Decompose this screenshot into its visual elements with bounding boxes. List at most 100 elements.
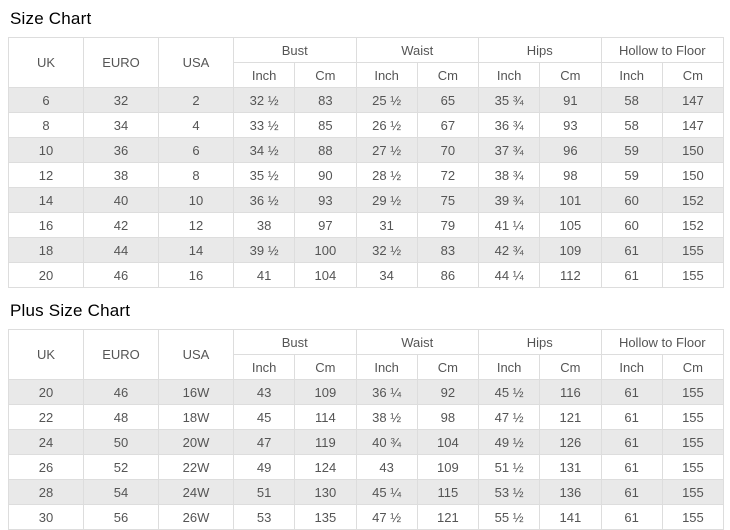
cell: 83: [416, 237, 480, 263]
cell: 96: [539, 137, 602, 163]
cell: 79: [416, 212, 480, 238]
cell: 60: [600, 212, 663, 238]
cell: 58: [600, 87, 663, 113]
cell: 24W: [158, 479, 234, 505]
cell: 10: [158, 187, 234, 213]
cell: 14: [8, 187, 84, 213]
cell: 61: [600, 379, 663, 405]
header-bust-inch: Inch: [232, 354, 296, 380]
cell: 124: [294, 454, 357, 480]
cell: 72: [416, 162, 480, 188]
cell: 46: [83, 379, 159, 405]
table-row: 26 52 22W 49 124 43 109 51 ½ 131 61 155: [8, 454, 725, 480]
cell: 59: [600, 162, 663, 188]
cell: 61: [600, 237, 663, 263]
cell: 39 ¾: [478, 187, 541, 213]
cell: 51 ½: [478, 454, 541, 480]
cell: 155: [661, 504, 725, 530]
cell: 16: [8, 212, 84, 238]
cell: 61: [600, 504, 663, 530]
cell: 18W: [158, 404, 234, 430]
header-bust-cm: Cm: [294, 354, 357, 380]
cell: 40: [83, 187, 159, 213]
table-row: 22 48 18W 45 114 38 ½ 98 47 ½ 121 61 155: [8, 404, 725, 430]
cell: 38: [232, 212, 296, 238]
cell: 121: [539, 404, 602, 430]
cell: 53: [232, 504, 296, 530]
cell: 34: [83, 112, 159, 138]
cell: 36: [83, 137, 159, 163]
cell: 54: [83, 479, 159, 505]
cell: 90: [294, 162, 357, 188]
cell: 35 ¾: [478, 87, 541, 113]
cell: 114: [294, 404, 357, 430]
cell: 26W: [158, 504, 234, 530]
cell: 31: [355, 212, 418, 238]
cell: 22W: [158, 454, 234, 480]
table-row: 28 54 24W 51 130 45 ¼ 115 53 ½ 136 61 155: [8, 479, 725, 505]
cell: 85: [294, 112, 357, 138]
header-usa: USA: [158, 329, 234, 380]
cell: 61: [600, 454, 663, 480]
cell: 43: [355, 454, 418, 480]
cell: 26: [8, 454, 84, 480]
cell: 98: [416, 404, 480, 430]
header-row-units: Inch Cm Inch Cm Inch Cm Inch Cm: [9, 62, 725, 88]
header-hips-cm: Cm: [539, 62, 602, 88]
cell: 150: [661, 137, 725, 163]
cell: 44: [83, 237, 159, 263]
header-waist-inch: Inch: [355, 354, 418, 380]
cell: 58: [600, 112, 663, 138]
header-euro: EURO: [83, 37, 159, 88]
cell: 60: [600, 187, 663, 213]
cell: 116: [539, 379, 602, 405]
cell: 55 ½: [478, 504, 541, 530]
header-bust-cm: Cm: [294, 62, 357, 88]
table-row: 16 42 12 38 97 31 79 41 ¼ 105 60 152: [8, 212, 725, 238]
cell: 49 ½: [478, 429, 541, 455]
cell: 70: [416, 137, 480, 163]
header-hips: Hips: [478, 329, 602, 355]
cell: 65: [416, 87, 480, 113]
cell: 61: [600, 262, 663, 288]
cell: 104: [294, 262, 357, 288]
plus-size-chart-body: 20 46 16W 43 109 36 ¼ 92 45 ½ 116 61 155 22 48 18W 45 1…: [8, 379, 725, 530]
cell: 155: [661, 262, 725, 288]
cell: 4: [158, 112, 234, 138]
cell: 27 ½: [355, 137, 418, 163]
cell: 115: [416, 479, 480, 505]
cell: 46: [83, 262, 159, 288]
table-row: 30 56 26W 53 135 47 ½ 121 55 ½ 141 61 155: [8, 504, 725, 530]
cell: 20W: [158, 429, 234, 455]
cell: 49: [232, 454, 296, 480]
header-waist-inch: Inch: [355, 62, 418, 88]
header-hollow-to-floor: Hollow to Floor: [600, 329, 725, 355]
cell: 37 ¾: [478, 137, 541, 163]
cell: 61: [600, 479, 663, 505]
cell: 53 ½: [478, 479, 541, 505]
header-waist: Waist: [355, 329, 480, 355]
cell: 36 ¾: [478, 112, 541, 138]
cell: 109: [294, 379, 357, 405]
cell: 32: [83, 87, 159, 113]
cell: 101: [539, 187, 602, 213]
cell: 52: [83, 454, 159, 480]
cell: 43: [232, 379, 296, 405]
cell: 6: [8, 87, 84, 113]
cell: 29 ½: [355, 187, 418, 213]
cell: 83: [294, 87, 357, 113]
cell: 28: [8, 479, 84, 505]
cell: 92: [416, 379, 480, 405]
cell: 47 ½: [478, 404, 541, 430]
header-hips-inch: Inch: [478, 62, 541, 88]
cell: 38: [83, 162, 159, 188]
cell: 12: [158, 212, 234, 238]
cell: 45: [232, 404, 296, 430]
header-waist: Waist: [355, 37, 480, 63]
cell: 155: [661, 379, 725, 405]
cell: 42: [83, 212, 159, 238]
cell: 16: [158, 262, 234, 288]
cell: 41 ¼: [478, 212, 541, 238]
cell: 47 ½: [355, 504, 418, 530]
